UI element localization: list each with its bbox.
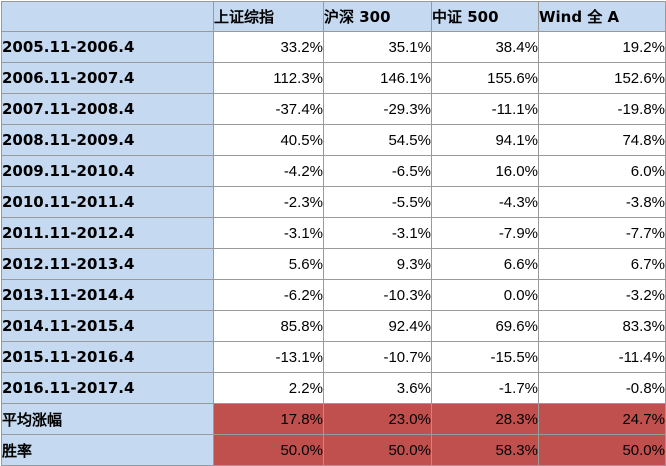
period-label: 2012.11-2013.4 [1, 248, 214, 280]
return-value-cell: -10.7% [323, 341, 432, 373]
summary-value-cell: 23.0% [323, 403, 432, 435]
return-value-cell: 152.6% [538, 62, 666, 94]
return-value-cell: -4.3% [431, 186, 539, 218]
table-row: 2009.11-2010.4 -4.2% -6.5% 16.0% 6.0% [1, 155, 666, 187]
table-row: 2015.11-2016.4 -13.1% -10.7% -15.5% -11.4% [1, 341, 666, 373]
table-row: 2007.11-2008.4 -37.4% -29.3% -11.1% -19.8% [1, 93, 666, 125]
return-value-cell: -3.2% [538, 279, 666, 311]
return-value-cell: 74.8% [538, 124, 666, 156]
return-value-cell: -3.8% [538, 186, 666, 218]
table-row: 2012.11-2013.4 5.6% 9.3% 6.6% 6.7% [1, 248, 666, 280]
return-value-cell: -6.5% [323, 155, 432, 187]
period-label: 2016.11-2017.4 [1, 372, 214, 404]
return-value-cell: 38.4% [431, 31, 539, 63]
return-value-cell: -4.2% [213, 155, 324, 187]
period-label: 2009.11-2010.4 [1, 155, 214, 187]
column-header-csi-500: 中证 500 [431, 1, 539, 32]
return-value-cell: 33.2% [213, 31, 324, 63]
period-label: 2010.11-2011.4 [1, 186, 214, 218]
column-header-shanghai-composite: 上证综指 [213, 1, 324, 32]
summary-value-cell: 50.0% [323, 434, 432, 466]
summary-value-cell: 50.0% [538, 434, 666, 466]
return-value-cell: -0.8% [538, 372, 666, 404]
return-value-cell: -3.1% [213, 217, 324, 249]
return-value-cell: -7.7% [538, 217, 666, 249]
summary-row: 平均涨幅 17.8% 23.0% 28.3% 24.7% [1, 403, 666, 435]
return-value-cell: -2.3% [213, 186, 324, 218]
return-value-cell: 35.1% [323, 31, 432, 63]
table-row: 2010.11-2011.4 -2.3% -5.5% -4.3% -3.8% [1, 186, 666, 218]
period-label: 2015.11-2016.4 [1, 341, 214, 373]
summary-value-cell: 58.3% [431, 434, 539, 466]
return-value-cell: 40.5% [213, 124, 324, 156]
summary-value-cell: 17.8% [213, 403, 324, 435]
return-value-cell: -6.2% [213, 279, 324, 311]
return-value-cell: 69.6% [431, 310, 539, 342]
return-value-cell: -3.1% [323, 217, 432, 249]
table-row: 2013.11-2014.4 -6.2% -10.3% 0.0% -3.2% [1, 279, 666, 311]
return-value-cell: 112.3% [213, 62, 324, 94]
return-value-cell: 19.2% [538, 31, 666, 63]
return-value-cell: 6.7% [538, 248, 666, 280]
return-value-cell: 155.6% [431, 62, 539, 94]
return-value-cell: -5.5% [323, 186, 432, 218]
return-value-cell: 5.6% [213, 248, 324, 280]
corner-cell [1, 1, 214, 32]
summary-label: 平均涨幅 [1, 403, 214, 435]
summary-label: 胜率 [1, 434, 214, 466]
header-row: 上证综指 沪深 300 中证 500 Wind 全 A [1, 1, 666, 32]
return-value-cell: -19.8% [538, 93, 666, 125]
period-label: 2006.11-2007.4 [1, 62, 214, 94]
table-row: 2008.11-2009.4 40.5% 54.5% 94.1% 74.8% [1, 124, 666, 156]
return-value-cell: 83.3% [538, 310, 666, 342]
return-value-cell: 2.2% [213, 372, 324, 404]
return-value-cell: -15.5% [431, 341, 539, 373]
period-label: 2014.11-2015.4 [1, 310, 214, 342]
return-value-cell: -13.1% [213, 341, 324, 373]
return-value-cell: -37.4% [213, 93, 324, 125]
return-value-cell: -29.3% [323, 93, 432, 125]
table-row: 2006.11-2007.4 112.3% 146.1% 155.6% 152.6% [1, 62, 666, 94]
return-value-cell: 6.0% [538, 155, 666, 187]
period-label: 2008.11-2009.4 [1, 124, 214, 156]
return-value-cell: -11.1% [431, 93, 539, 125]
table-row: 2016.11-2017.4 2.2% 3.6% -1.7% -0.8% [1, 372, 666, 404]
return-value-cell: 9.3% [323, 248, 432, 280]
return-value-cell: 146.1% [323, 62, 432, 94]
return-value-cell: 3.6% [323, 372, 432, 404]
return-value-cell: 16.0% [431, 155, 539, 187]
return-value-cell: 54.5% [323, 124, 432, 156]
period-label: 2005.11-2006.4 [1, 31, 214, 63]
table-row: 2005.11-2006.4 33.2% 35.1% 38.4% 19.2% [1, 31, 666, 63]
return-value-cell: 85.8% [213, 310, 324, 342]
return-value-cell: 0.0% [431, 279, 539, 311]
period-label: 2007.11-2008.4 [1, 93, 214, 125]
return-value-cell: -10.3% [323, 279, 432, 311]
summary-value-cell: 24.7% [538, 403, 666, 435]
return-value-cell: 94.1% [431, 124, 539, 156]
return-value-cell: 6.6% [431, 248, 539, 280]
return-value-cell: -7.9% [431, 217, 539, 249]
column-header-wind-all-a: Wind 全 A [538, 1, 666, 32]
period-label: 2013.11-2014.4 [1, 279, 214, 311]
summary-row: 胜率 50.0% 50.0% 58.3% 50.0% [1, 434, 666, 466]
summary-value-cell: 50.0% [213, 434, 324, 466]
return-value-cell: 92.4% [323, 310, 432, 342]
return-value-cell: -1.7% [431, 372, 539, 404]
summary-value-cell: 28.3% [431, 403, 539, 435]
table-row: 2011.11-2012.4 -3.1% -3.1% -7.9% -7.7% [1, 217, 666, 249]
table-row: 2014.11-2015.4 85.8% 92.4% 69.6% 83.3% [1, 310, 666, 342]
return-value-cell: -11.4% [538, 341, 666, 373]
period-label: 2011.11-2012.4 [1, 217, 214, 249]
column-header-csi-300: 沪深 300 [323, 1, 432, 32]
